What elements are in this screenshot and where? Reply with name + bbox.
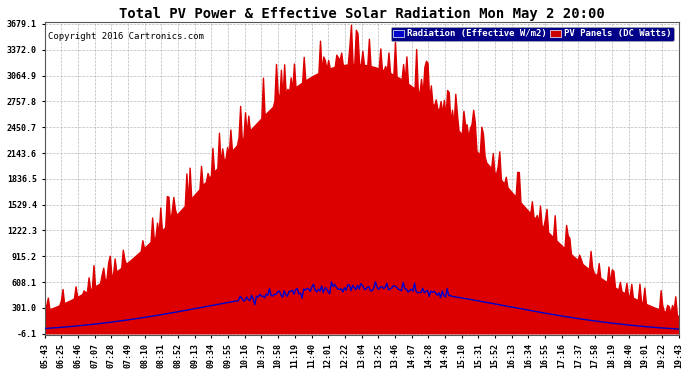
Text: Copyright 2016 Cartronics.com: Copyright 2016 Cartronics.com (48, 32, 204, 40)
Legend: Radiation (Effective W/m2), PV Panels (DC Watts): Radiation (Effective W/m2), PV Panels (D… (391, 27, 674, 41)
Title: Total PV Power & Effective Solar Radiation Mon May 2 20:00: Total PV Power & Effective Solar Radiati… (119, 7, 604, 21)
